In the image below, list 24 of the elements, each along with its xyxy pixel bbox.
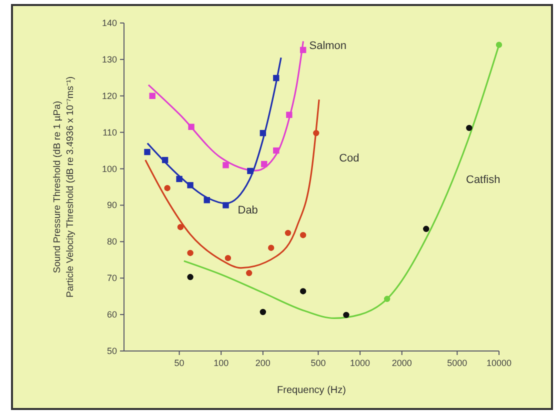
y-tick-label: 90 [106, 200, 117, 210]
y-tick-label: 50 [106, 346, 117, 356]
x-tick-label: 5000 [447, 358, 468, 368]
x-tick-label: 200 [255, 358, 270, 368]
y-tick-label: 80 [106, 236, 117, 247]
x-tick-label: 500 [310, 358, 326, 368]
y-tick-label: 100 [102, 164, 117, 174]
series-label: Dab [238, 204, 258, 216]
y-tick-label: 120 [102, 90, 117, 101]
x-axis-title: Frequency (Hz) [277, 385, 346, 396]
text: Cod [339, 152, 360, 165]
series-label: Salmon [309, 40, 347, 52]
x-tick-label: 100 [214, 358, 229, 368]
y-tick-label: 130 [102, 54, 117, 64]
y-tick-label: 70 [106, 273, 117, 284]
y-tick-label: 140 [102, 18, 117, 28]
y-axis-title: Sound Pressure Threshold (dB re 1 µPa) Particle Velocity Threshold (dB re 3.4936 x 10⁻⁷ms⁻¹) [52, 76, 76, 298]
x-tick-label: 2000 [392, 358, 412, 368]
y-tick-label: 60 [106, 310, 117, 320]
x-tick-label: 10000 [486, 358, 512, 368]
y-tick-label: 110 [102, 127, 117, 138]
x-tick-label: 50 [174, 358, 184, 368]
series-label: Catfish [466, 174, 500, 186]
x-tick-label: 1000 [350, 358, 370, 368]
